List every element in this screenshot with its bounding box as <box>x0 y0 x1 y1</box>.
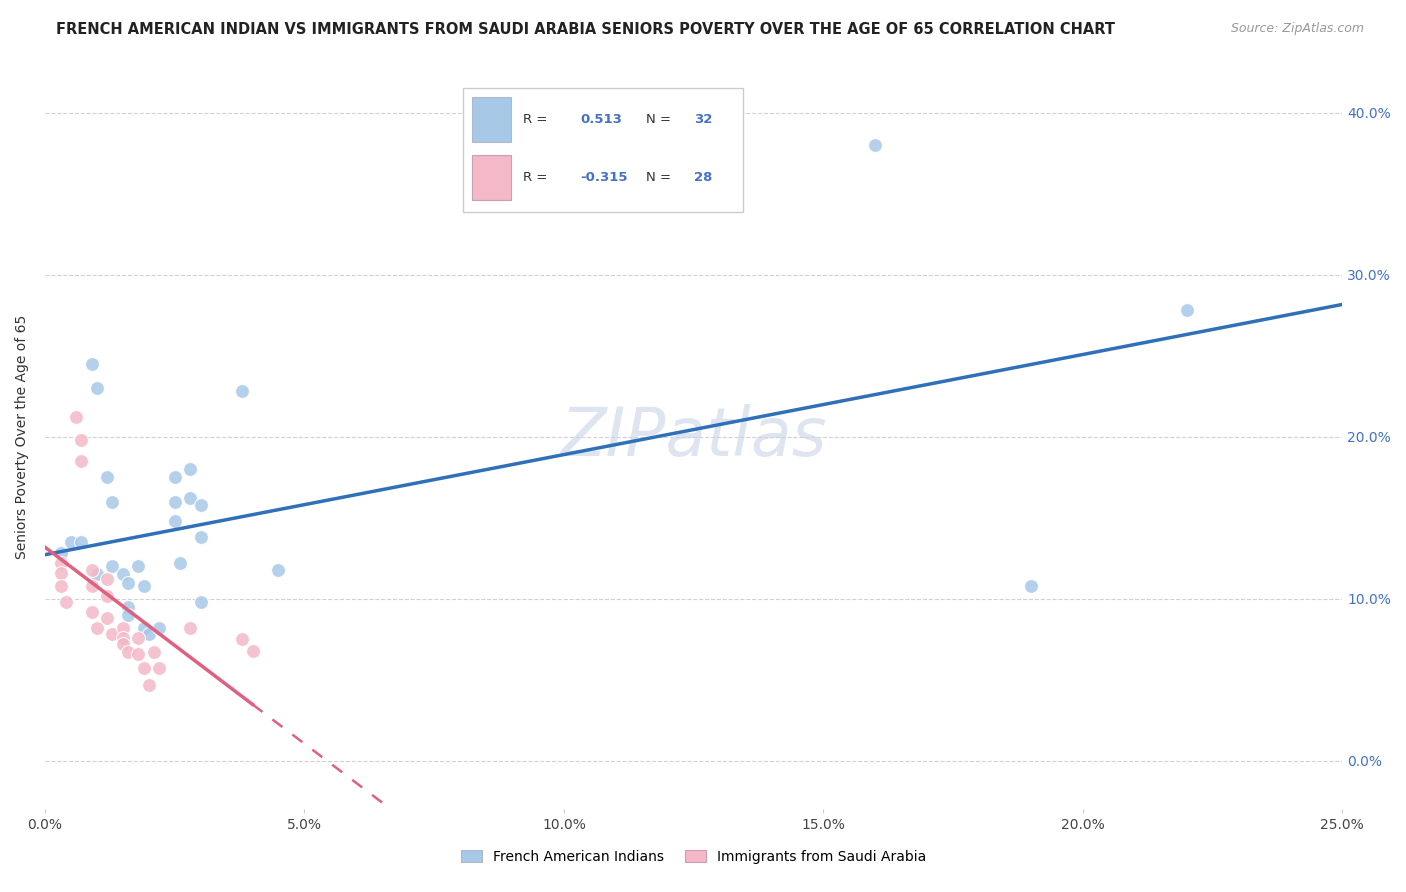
Bar <box>471 96 512 142</box>
Point <box>101 627 124 641</box>
Point <box>86 621 108 635</box>
Point <box>179 491 201 506</box>
Point <box>101 494 124 508</box>
Point <box>138 678 160 692</box>
Point <box>86 567 108 582</box>
Point <box>148 621 170 635</box>
Point <box>117 607 139 622</box>
Point <box>80 605 103 619</box>
Point <box>49 556 72 570</box>
Point <box>96 611 118 625</box>
Point <box>117 645 139 659</box>
Point <box>70 433 93 447</box>
Point <box>101 559 124 574</box>
Point <box>86 381 108 395</box>
Point <box>132 661 155 675</box>
Point <box>70 454 93 468</box>
Point <box>127 647 149 661</box>
Bar <box>471 155 512 201</box>
Point <box>132 621 155 635</box>
Point <box>142 645 165 659</box>
Point <box>267 563 290 577</box>
Point <box>117 575 139 590</box>
Point <box>231 632 253 647</box>
Point <box>111 621 134 635</box>
Point <box>163 494 186 508</box>
Point <box>190 530 212 544</box>
Point <box>163 514 186 528</box>
Text: N =: N = <box>645 113 675 126</box>
Point <box>55 595 77 609</box>
Point <box>132 579 155 593</box>
Text: ZIPatlas: ZIPatlas <box>561 404 827 470</box>
Text: 32: 32 <box>695 113 713 126</box>
Point <box>111 631 134 645</box>
Point <box>49 566 72 580</box>
Point <box>65 410 87 425</box>
Point <box>179 462 201 476</box>
Point <box>70 535 93 549</box>
Point <box>1175 303 1198 318</box>
Point <box>242 643 264 657</box>
Point <box>865 138 887 153</box>
Point <box>163 470 186 484</box>
Point <box>148 661 170 675</box>
Point <box>80 357 103 371</box>
Text: R =: R = <box>523 113 551 126</box>
Point <box>169 556 191 570</box>
Point <box>1019 579 1042 593</box>
Text: N =: N = <box>645 171 675 184</box>
Point <box>117 599 139 614</box>
Point <box>80 563 103 577</box>
Point <box>49 579 72 593</box>
Point <box>190 498 212 512</box>
Point <box>127 559 149 574</box>
FancyBboxPatch shape <box>463 87 742 212</box>
Text: -0.315: -0.315 <box>581 171 627 184</box>
Legend: French American Indians, Immigrants from Saudi Arabia: French American Indians, Immigrants from… <box>456 845 932 870</box>
Point <box>111 567 134 582</box>
Point <box>96 470 118 484</box>
Text: FRENCH AMERICAN INDIAN VS IMMIGRANTS FROM SAUDI ARABIA SENIORS POVERTY OVER THE : FRENCH AMERICAN INDIAN VS IMMIGRANTS FRO… <box>56 22 1115 37</box>
Point <box>127 631 149 645</box>
Y-axis label: Seniors Poverty Over the Age of 65: Seniors Poverty Over the Age of 65 <box>15 315 30 559</box>
Text: 28: 28 <box>695 171 713 184</box>
Point <box>179 621 201 635</box>
Point <box>111 637 134 651</box>
Point <box>80 579 103 593</box>
Point <box>59 535 82 549</box>
Point <box>138 627 160 641</box>
Point <box>49 546 72 560</box>
Text: Source: ZipAtlas.com: Source: ZipAtlas.com <box>1230 22 1364 36</box>
Point <box>96 572 118 586</box>
Point <box>231 384 253 399</box>
Text: R =: R = <box>523 171 551 184</box>
Point <box>190 595 212 609</box>
Text: 0.513: 0.513 <box>581 113 621 126</box>
Point <box>96 589 118 603</box>
